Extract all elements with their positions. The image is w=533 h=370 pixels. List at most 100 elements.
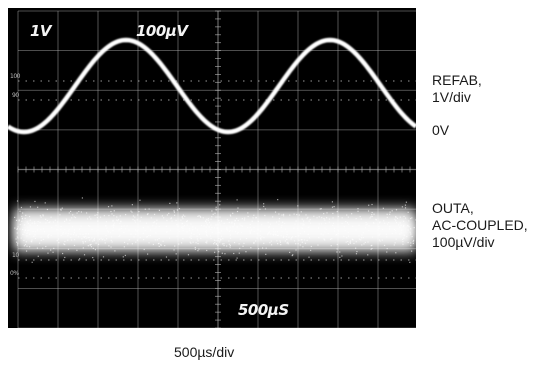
noise-speck — [297, 243, 299, 245]
noise-speck — [214, 251, 216, 253]
noise-speck — [410, 217, 412, 220]
noise-speck — [175, 253, 177, 255]
noise-speck — [386, 216, 388, 219]
noise-speck — [371, 203, 373, 206]
noise-speck — [86, 218, 89, 220]
noise-speck — [339, 251, 341, 253]
zero-volt-text: 0V — [432, 122, 450, 138]
noise-speck — [210, 237, 212, 239]
noise-speck — [323, 213, 325, 215]
noise-speck — [153, 221, 156, 223]
noise-speck — [145, 222, 147, 224]
noise-speck — [211, 231, 213, 233]
noise-speck — [199, 215, 201, 218]
noise-speck — [154, 239, 156, 241]
noise-speck — [402, 220, 405, 222]
noise-speck — [119, 215, 121, 217]
noise-speck — [119, 222, 121, 224]
noise-speck — [222, 238, 224, 240]
noise-speck — [395, 252, 397, 254]
noise-speck — [276, 234, 279, 237]
noise-speck — [325, 222, 327, 224]
noise-speck — [328, 218, 331, 220]
noise-speck — [308, 256, 310, 258]
noise-speck — [332, 212, 334, 215]
noise-speck — [202, 217, 204, 219]
noise-speck — [249, 232, 251, 234]
noise-speck — [110, 236, 112, 238]
noise-speck — [79, 228, 81, 230]
noise-speck — [386, 223, 389, 225]
noise-speck — [217, 227, 219, 229]
noise-speck — [231, 221, 233, 223]
outa-noise-band — [14, 197, 416, 263]
noise-speck — [280, 226, 282, 228]
noise-speck — [196, 229, 199, 231]
noise-speck — [281, 225, 283, 227]
noise-speck — [26, 245, 28, 247]
noise-speck — [182, 227, 184, 229]
noise-speck — [305, 214, 307, 216]
noise-speck — [239, 247, 241, 249]
noise-speck — [402, 243, 404, 245]
noise-speck — [214, 241, 216, 244]
noise-speck — [70, 239, 73, 241]
noise-speck — [277, 199, 279, 201]
noise-speck — [181, 226, 183, 228]
noise-speck — [358, 238, 361, 240]
noise-speck — [45, 218, 47, 220]
noise-speck — [142, 238, 145, 241]
noise-speck — [413, 227, 415, 229]
noise-speck — [383, 220, 385, 222]
noise-speck — [255, 240, 257, 242]
noise-speck — [298, 239, 300, 241]
noise-speck — [90, 243, 92, 246]
noise-speck — [133, 236, 135, 238]
noise-speck — [80, 225, 82, 227]
noise-speck — [391, 232, 393, 235]
noise-speck — [67, 239, 69, 241]
noise-speck — [371, 214, 373, 216]
noise-speck — [241, 225, 243, 227]
noise-speck — [268, 232, 270, 234]
noise-speck — [368, 204, 370, 206]
noise-speck — [92, 240, 94, 242]
noise-speck — [353, 242, 355, 245]
noise-speck — [119, 234, 121, 236]
noise-speck — [336, 234, 338, 236]
noise-speck — [268, 226, 270, 228]
noise-speck — [394, 218, 396, 220]
noise-speck — [39, 215, 41, 217]
noise-speck — [174, 214, 176, 216]
noise-speck — [337, 216, 339, 218]
noise-speck — [268, 231, 270, 233]
noise-speck — [19, 228, 21, 230]
noise-speck — [241, 218, 243, 220]
noise-speck — [21, 220, 23, 222]
noise-speck — [113, 210, 115, 212]
noise-speck — [31, 261, 33, 263]
noise-speck — [213, 227, 216, 229]
noise-speck — [135, 229, 137, 231]
noise-speck — [198, 248, 200, 250]
noise-speck — [134, 221, 137, 223]
noise-speck — [249, 231, 251, 233]
noise-speck — [189, 228, 191, 230]
noise-speck — [253, 226, 255, 228]
noise-speck — [131, 204, 133, 206]
noise-speck — [399, 226, 401, 228]
noise-speck — [251, 220, 253, 222]
noise-speck — [139, 237, 141, 239]
noise-speck — [192, 229, 194, 231]
noise-speck — [60, 234, 62, 237]
noise-speck — [238, 252, 240, 254]
noise-speck — [50, 216, 52, 218]
noise-speck — [37, 255, 39, 257]
noise-speck — [367, 254, 369, 256]
noise-speck — [220, 220, 223, 222]
noise-speck — [142, 226, 144, 229]
noise-speck — [371, 247, 373, 250]
noise-speck — [14, 216, 16, 218]
noise-speck — [299, 244, 301, 246]
noise-speck — [161, 215, 163, 217]
